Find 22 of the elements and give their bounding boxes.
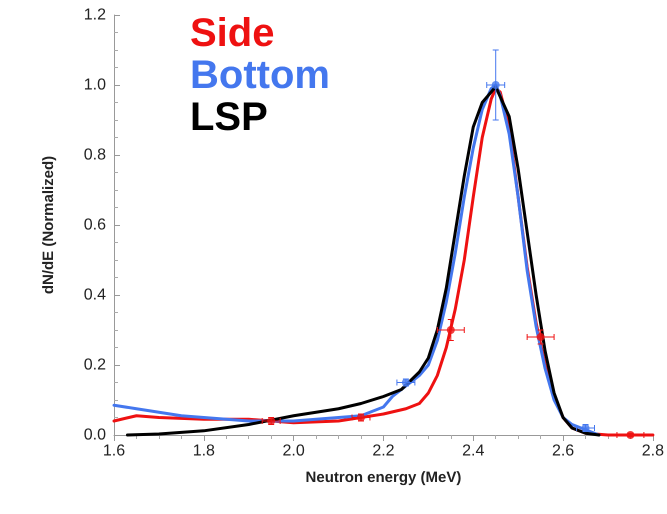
y-axis-title: dN/dE (Normalized) bbox=[40, 156, 57, 294]
x-tick-label: 2.4 bbox=[462, 442, 484, 460]
y-tick-label: 1.2 bbox=[84, 6, 106, 24]
x-tick-label: 2.8 bbox=[642, 442, 664, 460]
x-tick-label: 2.0 bbox=[282, 442, 305, 460]
y-tick-label: 0.0 bbox=[84, 426, 106, 444]
x-tick-label: 2.2 bbox=[372, 442, 395, 460]
x-tick-label: 2.6 bbox=[552, 442, 574, 460]
point bbox=[492, 81, 500, 89]
x-axis-title: Neutron energy (MeV) bbox=[306, 469, 462, 486]
point bbox=[446, 326, 455, 334]
y-tick-label: 1.0 bbox=[84, 76, 106, 94]
y-tick-label: 0.6 bbox=[84, 216, 106, 234]
text: Side bbox=[190, 11, 274, 55]
y-tick-label: 0.2 bbox=[84, 356, 106, 374]
y-tick-label: 0.8 bbox=[84, 146, 106, 164]
x-tick-label: 1.8 bbox=[192, 442, 216, 460]
text: LSP bbox=[190, 95, 268, 139]
x-tick-label: 1.6 bbox=[102, 442, 126, 460]
point bbox=[536, 333, 545, 341]
y-tick-label: 0.4 bbox=[84, 286, 106, 304]
text: Bottom bbox=[190, 53, 330, 97]
